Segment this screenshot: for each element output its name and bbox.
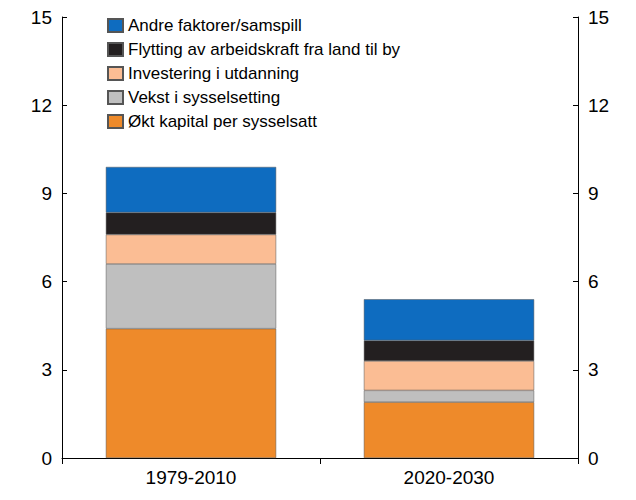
svg-text:6: 6 bbox=[41, 271, 52, 292]
svg-text:Vekst i sysselsetting: Vekst i sysselsetting bbox=[128, 88, 280, 107]
svg-text:3: 3 bbox=[588, 359, 599, 380]
svg-text:12: 12 bbox=[588, 95, 609, 116]
svg-text:Andre faktorer/samspill: Andre faktorer/samspill bbox=[128, 16, 302, 35]
svg-text:Økt kapital per sysselsatt: Økt kapital per sysselsatt bbox=[128, 112, 317, 131]
svg-text:0: 0 bbox=[41, 448, 52, 469]
svg-text:9: 9 bbox=[588, 183, 599, 204]
svg-text:9: 9 bbox=[41, 183, 52, 204]
svg-text:15: 15 bbox=[31, 7, 52, 28]
svg-text:6: 6 bbox=[588, 271, 599, 292]
svg-text:0: 0 bbox=[588, 448, 599, 469]
svg-text:2020-2030: 2020-2030 bbox=[404, 467, 495, 488]
svg-text:12: 12 bbox=[31, 95, 52, 116]
svg-text:1979-2010: 1979-2010 bbox=[146, 467, 237, 488]
svg-text:Flytting av arbeidskraft fra l: Flytting av arbeidskraft fra land til by bbox=[128, 40, 401, 59]
svg-text:Investering i utdanning: Investering i utdanning bbox=[128, 64, 299, 83]
svg-text:3: 3 bbox=[41, 359, 52, 380]
svg-text:15: 15 bbox=[588, 7, 609, 28]
